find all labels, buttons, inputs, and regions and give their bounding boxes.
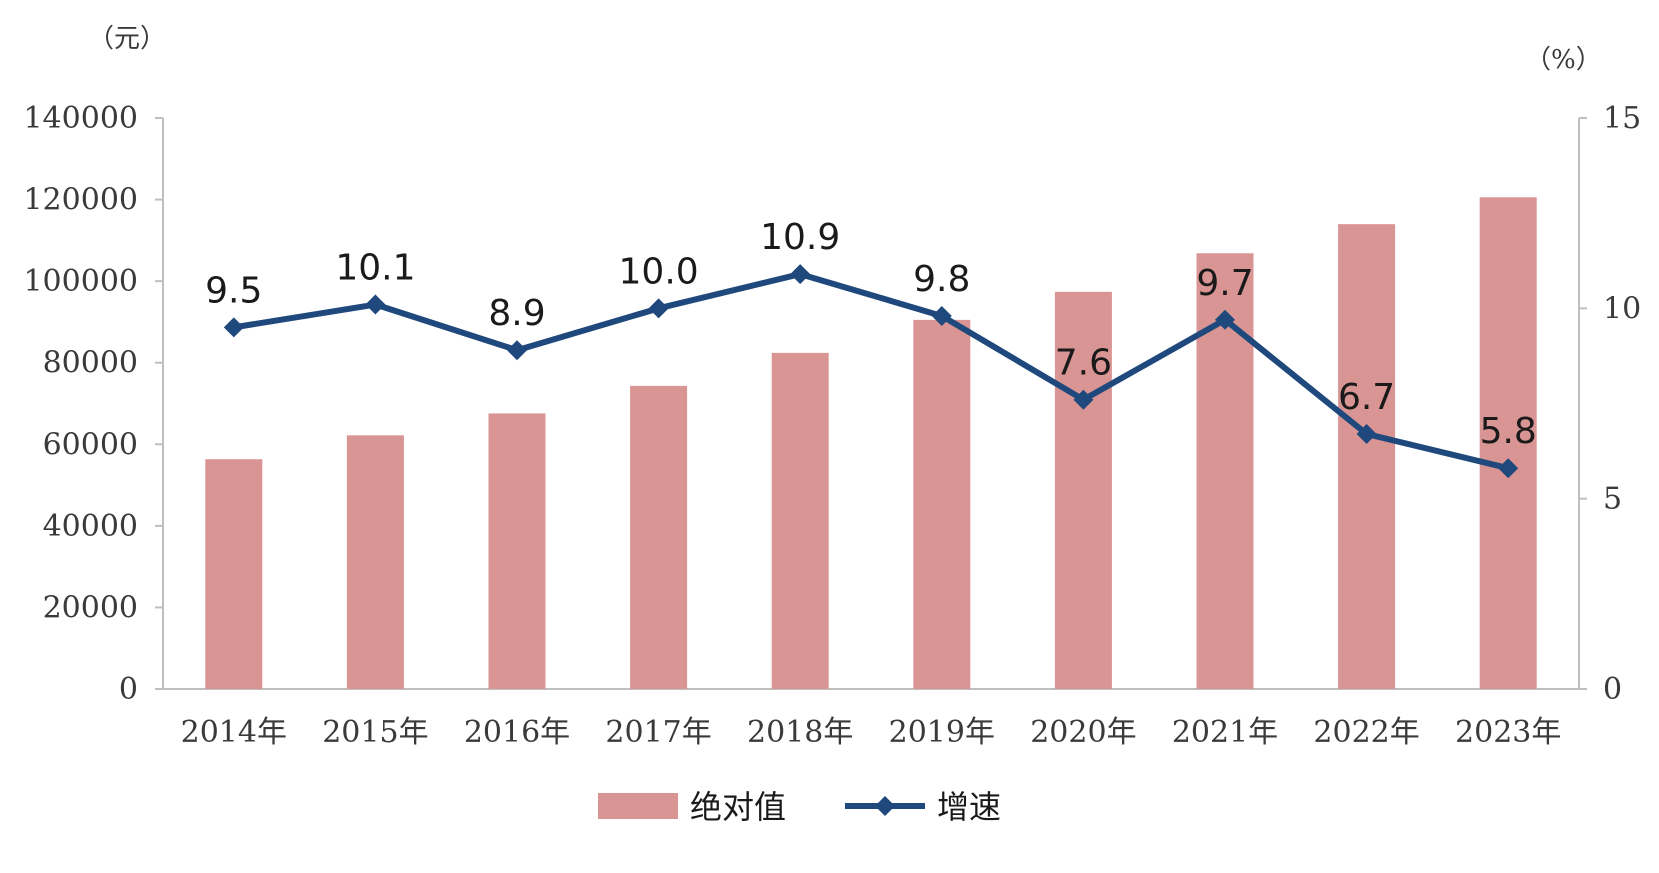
line-marker — [1356, 423, 1377, 444]
right-tick-label: 5 — [1603, 482, 1622, 517]
data-label: 9.5 — [205, 270, 262, 311]
right-tick-label: 0 — [1603, 672, 1622, 707]
bar — [630, 385, 688, 689]
data-label: 10.9 — [760, 217, 840, 258]
left-tick-label: 0 — [119, 672, 138, 707]
x-tick-label: 2020年 — [1030, 715, 1136, 750]
x-tick-label: 2023年 — [1455, 715, 1561, 750]
x-tick-label: 2019年 — [889, 715, 995, 750]
data-label: 5.8 — [1480, 411, 1537, 452]
left-tick-label: 100000 — [23, 264, 138, 299]
line-series: 9.5 10.1 8.9 10.0 10.9 9.8 7.6 9.7 6.7 5.8 — [205, 217, 1537, 479]
right-axis: 0 5 10 15 — [1579, 101, 1641, 707]
data-label: 7.6 — [1055, 343, 1112, 384]
line-marker — [1073, 389, 1094, 410]
legend-label-bar: 绝对值 — [690, 788, 786, 826]
x-tick-label: 2016年 — [464, 715, 570, 750]
bar — [488, 413, 546, 689]
x-axis-labels: 2014年 2015年 2016年 2017年 2018年 2019年 2020年 2021年… — [181, 715, 1562, 750]
x-tick-label: 2021年 — [1172, 715, 1278, 750]
x-tick-label: 2017年 — [605, 715, 711, 750]
bar — [1054, 291, 1112, 689]
data-label: 10.1 — [335, 248, 415, 289]
line-marker — [790, 264, 811, 285]
left-tick-label: 20000 — [43, 590, 138, 625]
left-axis: 0 20000 40000 60000 80000 100000 120000 140000 — [23, 101, 163, 707]
bar — [913, 319, 971, 689]
line-marker — [648, 298, 669, 319]
data-label: 9.7 — [1196, 263, 1253, 304]
data-label: 10.0 — [619, 251, 699, 292]
x-tick-label: 2014年 — [181, 715, 287, 750]
bar-series — [205, 197, 1537, 689]
x-tick-label: 2022年 — [1313, 715, 1419, 750]
bar — [346, 435, 404, 689]
left-tick-label: 80000 — [43, 346, 138, 381]
line-marker — [1498, 458, 1519, 479]
right-axis-unit: （%） — [1525, 45, 1602, 75]
legend-swatch-bar — [598, 793, 678, 819]
right-tick-label: 15 — [1603, 101, 1641, 136]
left-tick-label: 40000 — [43, 509, 138, 544]
bar — [1479, 197, 1537, 689]
growth-line — [233, 271, 1509, 472]
data-label: 9.8 — [913, 259, 970, 300]
line-marker — [507, 340, 527, 361]
right-tick-label: 10 — [1603, 291, 1641, 326]
x-tick-label: 2015年 — [322, 715, 428, 750]
legend: 绝对值 增速 — [598, 788, 1001, 826]
left-tick-label: 140000 — [23, 101, 138, 136]
data-label: 8.9 — [488, 293, 545, 334]
data-label: 6.7 — [1338, 377, 1395, 418]
legend-swatch-marker — [875, 796, 895, 816]
bar — [1338, 224, 1396, 689]
x-tick-label: 2018年 — [747, 715, 853, 750]
line-marker — [931, 305, 952, 326]
legend-label-line: 增速 — [937, 788, 1001, 826]
left-tick-label: 120000 — [23, 183, 138, 218]
bar — [205, 459, 263, 689]
left-axis-unit: （元） — [88, 24, 166, 54]
line-marker — [223, 317, 244, 338]
bar — [771, 352, 829, 689]
line-marker — [365, 294, 386, 315]
left-tick-label: 60000 — [43, 427, 138, 462]
line-marker — [1215, 309, 1235, 330]
